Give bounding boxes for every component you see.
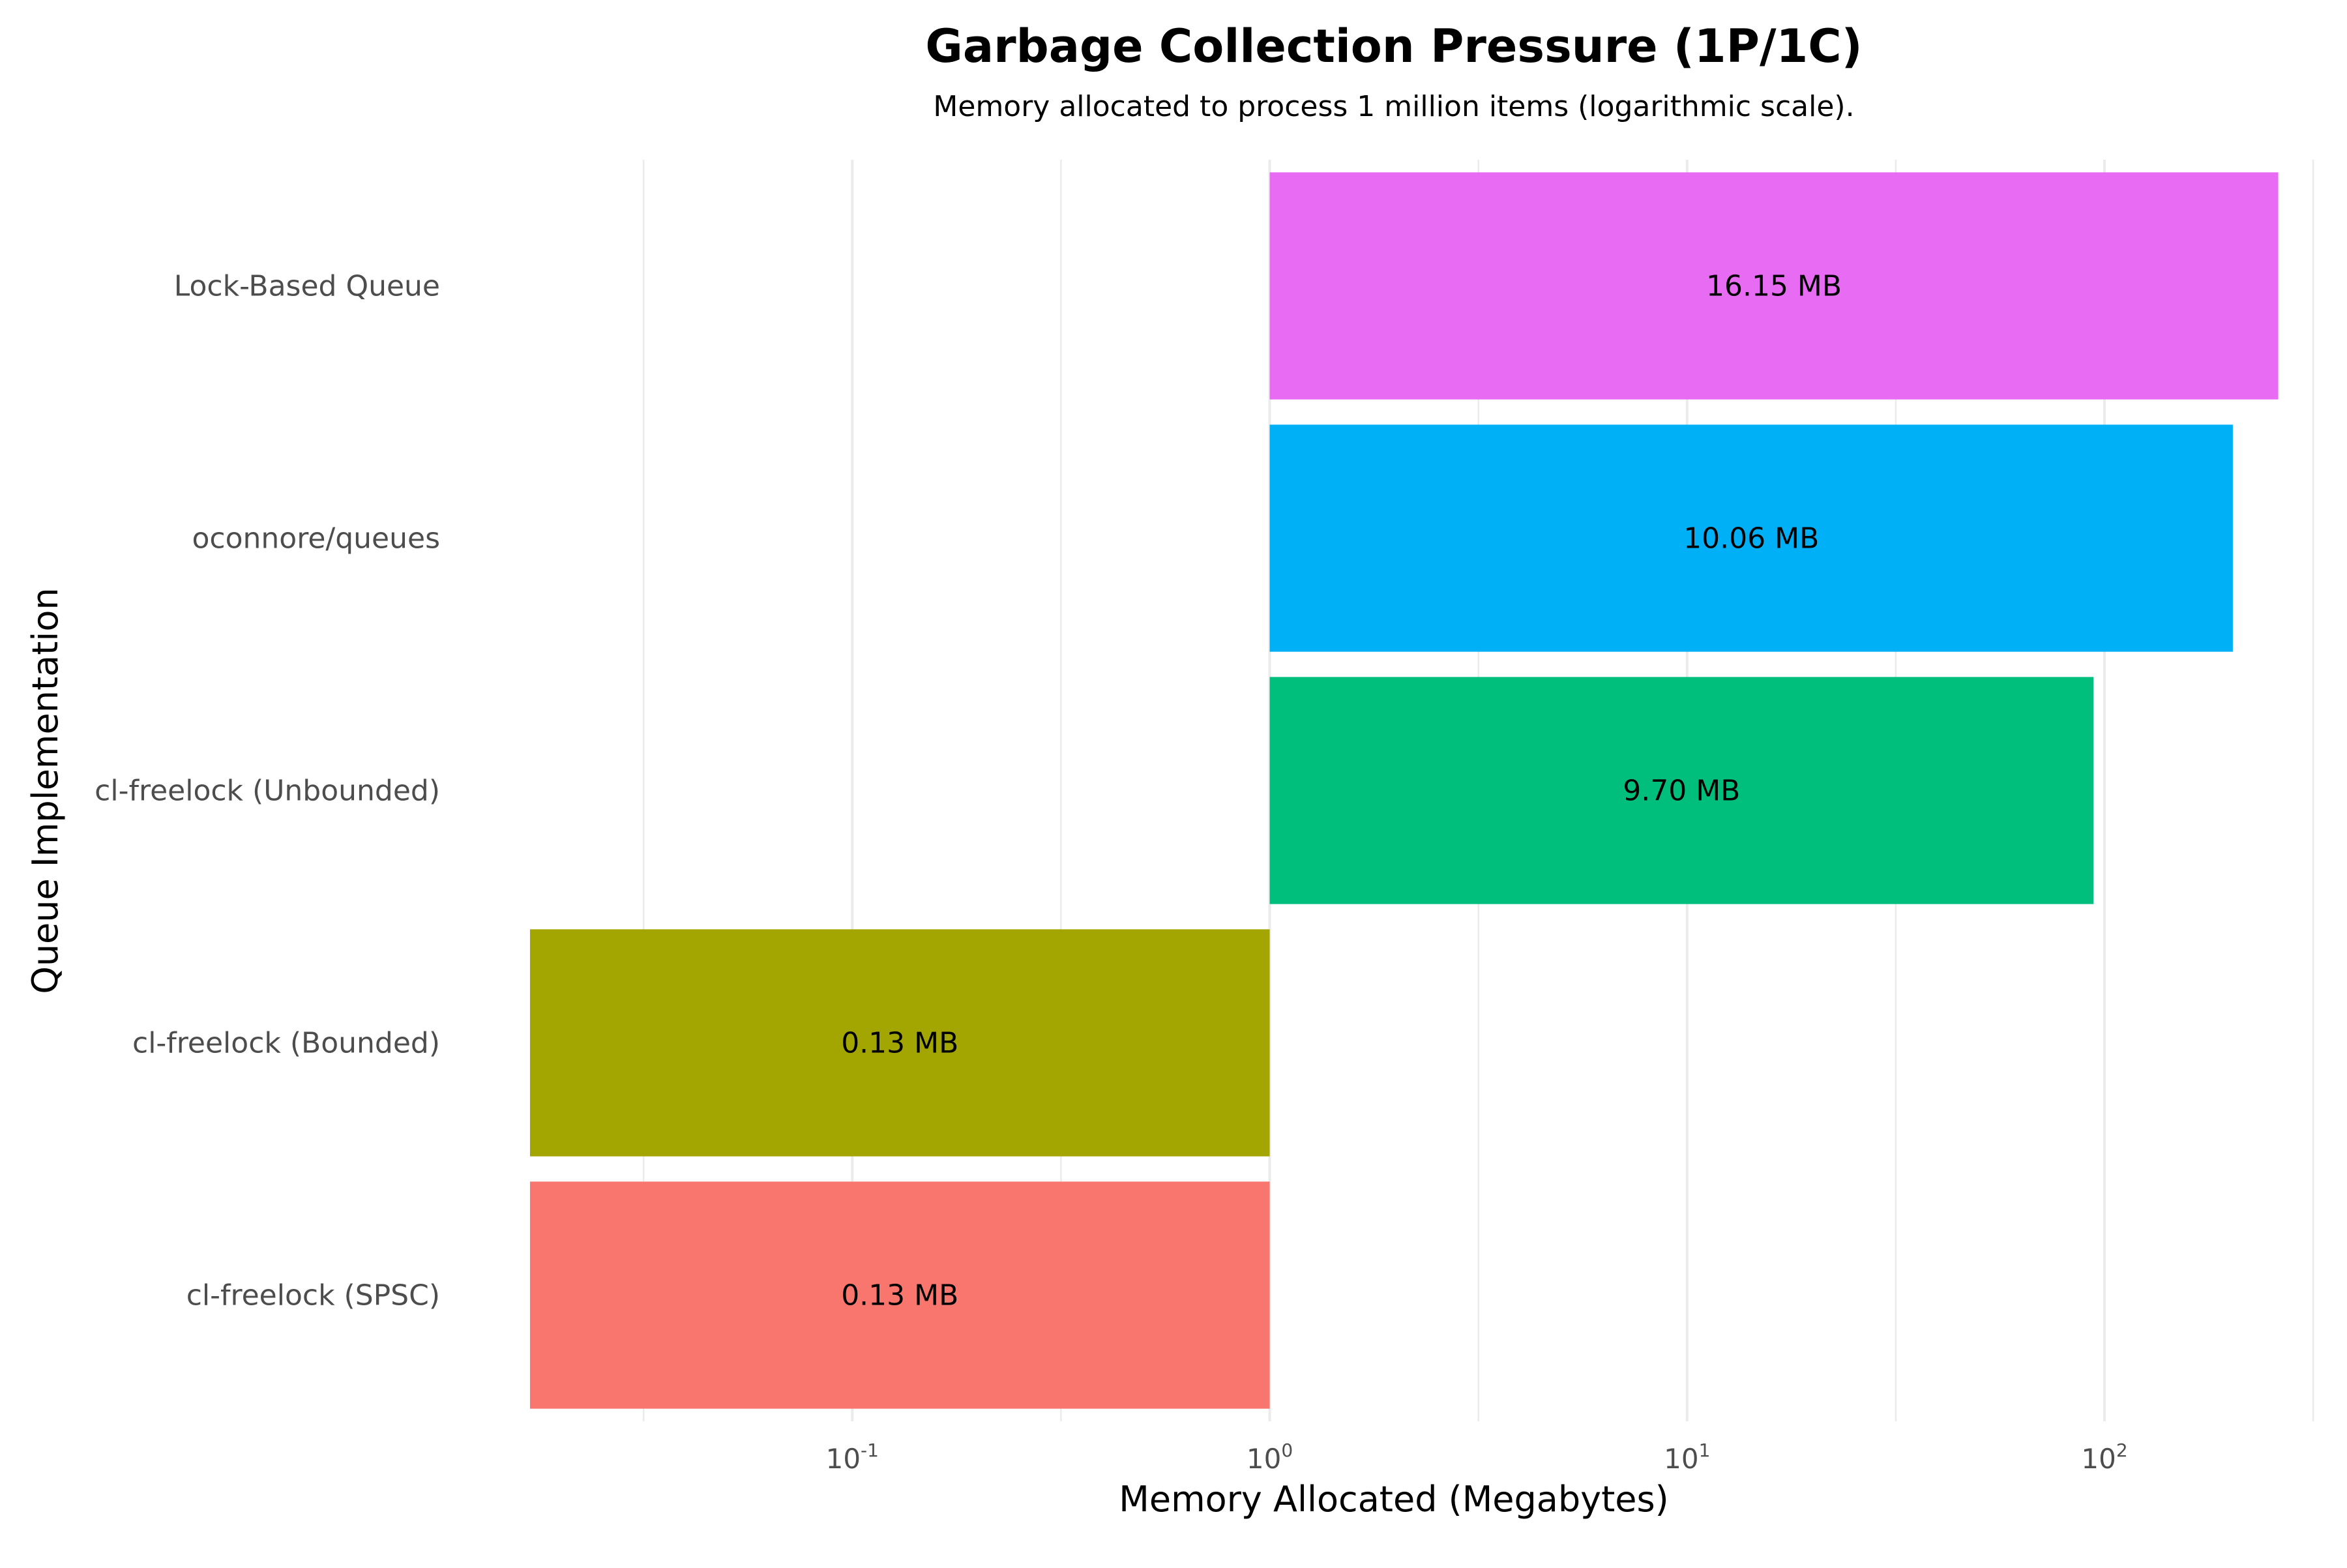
- category-label-cl-freelock-spsc: cl-freelock (SPSC): [186, 1279, 440, 1312]
- bar-cl-freelock-unbounded: [1269, 677, 2094, 904]
- x-tick-text: 100: [1247, 1440, 1293, 1475]
- x-tick-text: 102: [2081, 1440, 2127, 1475]
- data-label-cl-freelock-spsc: 0.13 MB: [841, 1279, 958, 1312]
- category-label-cl-freelock-unbounded: cl-freelock (Unbounded): [95, 775, 440, 808]
- category-label-lock-based-queue: Lock-Based Queue: [174, 270, 440, 303]
- bar-lock-based-queue: [1269, 172, 2279, 400]
- bars: [529, 172, 2279, 1409]
- category-label-oconnore-queues: oconnore/queues: [192, 522, 440, 555]
- x-axis-title: Memory Allocated (Megabytes): [1119, 1479, 1668, 1520]
- x-tick-label: 10-1: [826, 1440, 879, 1475]
- x-axis-tick-labels: 10-1 100 101 102: [826, 1440, 2128, 1475]
- data-label-lock-based-queue: 16.15 MB: [1706, 270, 1842, 303]
- data-labels: 16.15 MB 10.06 MB 9.70 MB 0.13 MB 0.13 MB: [841, 270, 1842, 1312]
- y-axis-tick-labels: Lock-Based Queue oconnore/queues cl-freelo…: [95, 270, 440, 1312]
- x-tick-text: 101: [1664, 1440, 1710, 1475]
- category-label-cl-freelock-bounded: cl-freelock (Bounded): [132, 1027, 440, 1060]
- bar-cl-freelock-bounded: [529, 929, 1270, 1157]
- data-label-cl-freelock-unbounded: 9.70 MB: [1623, 775, 1740, 808]
- x-tick-label: 102: [2081, 1440, 2127, 1475]
- x-tick-text: 10-1: [826, 1440, 879, 1475]
- bar-cl-freelock-spsc: [529, 1181, 1270, 1409]
- y-axis-title: Queue Implementation: [25, 587, 66, 994]
- x-tick-label: 100: [1247, 1440, 1293, 1475]
- bar-oconnore-queues: [1269, 424, 2233, 652]
- chart-title: Garbage Collection Pressure (1P/1C): [925, 20, 1862, 73]
- data-label-cl-freelock-bounded: 0.13 MB: [841, 1027, 958, 1060]
- x-tick-label: 101: [1664, 1440, 1710, 1475]
- data-label-oconnore-queues: 10.06 MB: [1683, 522, 1819, 555]
- chart-subtitle: Memory allocated to process 1 million it…: [933, 90, 1854, 123]
